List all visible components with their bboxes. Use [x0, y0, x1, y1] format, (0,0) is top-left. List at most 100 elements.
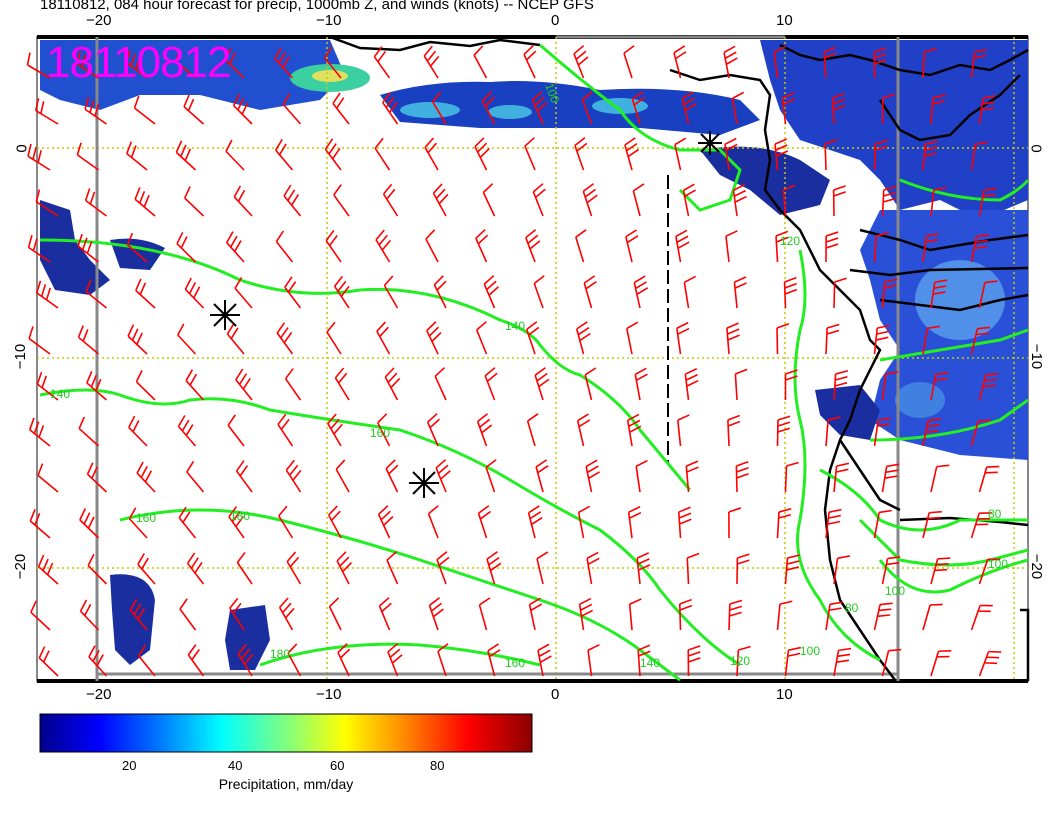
wind-barb	[286, 551, 302, 585]
wind-barb	[970, 326, 990, 355]
wind-barb	[726, 322, 740, 355]
wind-barb	[377, 413, 391, 447]
wind-barb	[135, 278, 156, 309]
wind-barb	[76, 142, 99, 171]
wind-barb	[79, 599, 100, 631]
wind-barb	[873, 509, 892, 539]
wind-barb	[531, 91, 548, 125]
wind-barb	[585, 459, 600, 493]
wind-barb	[85, 279, 108, 309]
wind-barb	[30, 600, 51, 631]
wind-barb	[723, 45, 738, 79]
wind-barb	[873, 139, 888, 171]
wind-barb	[486, 551, 502, 585]
wind-barb	[922, 418, 941, 447]
wind-barb	[970, 512, 992, 539]
wind-barb	[728, 599, 743, 631]
wind-barb	[930, 371, 949, 401]
wind-barb	[27, 234, 51, 263]
wind-barb	[34, 98, 59, 125]
wind-barb	[525, 229, 541, 263]
wind-barb	[76, 51, 99, 79]
wind-barb	[677, 506, 692, 539]
wind-barb	[333, 275, 350, 309]
wind-barb	[128, 415, 148, 447]
wind-barb	[584, 367, 597, 401]
wind-barb	[386, 551, 399, 585]
wind-barb	[970, 233, 990, 263]
wind-barb	[930, 649, 952, 677]
wind-barb	[179, 598, 197, 631]
wind-barb	[236, 551, 253, 585]
wind-barb	[187, 644, 205, 677]
wind-barb	[532, 183, 546, 217]
wind-barb	[633, 275, 649, 309]
contour-label: 160	[505, 656, 525, 670]
wind-barb	[524, 137, 536, 171]
wind-barb	[86, 370, 108, 401]
wind-barb	[635, 459, 648, 493]
wind-barb	[586, 551, 600, 585]
wind-barb	[473, 45, 488, 79]
colorbar-title: Precipitation, mm/day	[218, 776, 354, 792]
x-tick-top: −20	[86, 12, 112, 29]
y-tick-right: −20	[1028, 553, 1046, 580]
wind-barb	[432, 183, 449, 217]
markers	[210, 131, 722, 498]
wind-barb	[833, 555, 851, 585]
wind-barb	[431, 91, 447, 125]
wind-barb	[922, 232, 939, 263]
wind-barb	[636, 552, 651, 585]
wind-barb	[487, 643, 501, 677]
contour-label: 80	[988, 507, 1002, 521]
wind-barb	[536, 551, 549, 585]
wind-barb	[631, 91, 645, 125]
wind-barb	[873, 47, 887, 79]
wind-barb	[578, 597, 594, 631]
wind-barb	[681, 91, 697, 125]
x-tick-bottom: 0	[551, 686, 560, 703]
wind-barb	[174, 49, 197, 79]
wind-barb	[534, 367, 550, 401]
wind-barb	[285, 459, 302, 493]
wind-barb	[978, 558, 1001, 585]
wind-barb	[385, 459, 399, 493]
wind-barb	[126, 232, 148, 263]
wind-barb	[276, 322, 294, 355]
wind-barb	[426, 321, 442, 355]
wind-barb	[825, 323, 840, 355]
wind-barb	[978, 372, 999, 401]
x-tick-bottom: 10	[776, 686, 793, 703]
contour-label: 100	[988, 557, 1008, 571]
contour-label: 140	[50, 387, 70, 401]
wind-barb	[183, 186, 205, 217]
x-tick-top: 0	[551, 12, 560, 29]
wind-barb	[436, 551, 450, 585]
wind-barb	[634, 367, 648, 401]
wind-barb	[28, 326, 51, 355]
contour-label: 160	[136, 511, 156, 525]
wind-barb	[533, 275, 545, 309]
colorbar-tick: 60	[330, 758, 345, 773]
wind-barb	[484, 367, 498, 401]
wind-barb	[576, 413, 591, 447]
wind-barb	[773, 45, 786, 79]
wind-barb	[284, 276, 302, 309]
x-tick-bottom: −20	[86, 686, 112, 703]
wind-barb	[434, 367, 447, 401]
wind-barb	[725, 230, 738, 263]
wind-barb	[133, 95, 156, 125]
wind-barb	[727, 414, 741, 447]
wind-barb	[625, 229, 639, 263]
wind-barb	[228, 506, 245, 539]
wind-barb	[382, 91, 399, 125]
wind-barb	[178, 506, 197, 539]
y-tick-left: −10	[12, 343, 30, 370]
wind-barb	[831, 92, 846, 125]
wind-barb	[978, 187, 997, 217]
wind-barb	[229, 597, 245, 631]
y-tick-left: 0	[13, 144, 31, 153]
wind-barb	[183, 94, 205, 125]
wind-barb	[684, 368, 699, 401]
wind-barb	[881, 648, 902, 677]
